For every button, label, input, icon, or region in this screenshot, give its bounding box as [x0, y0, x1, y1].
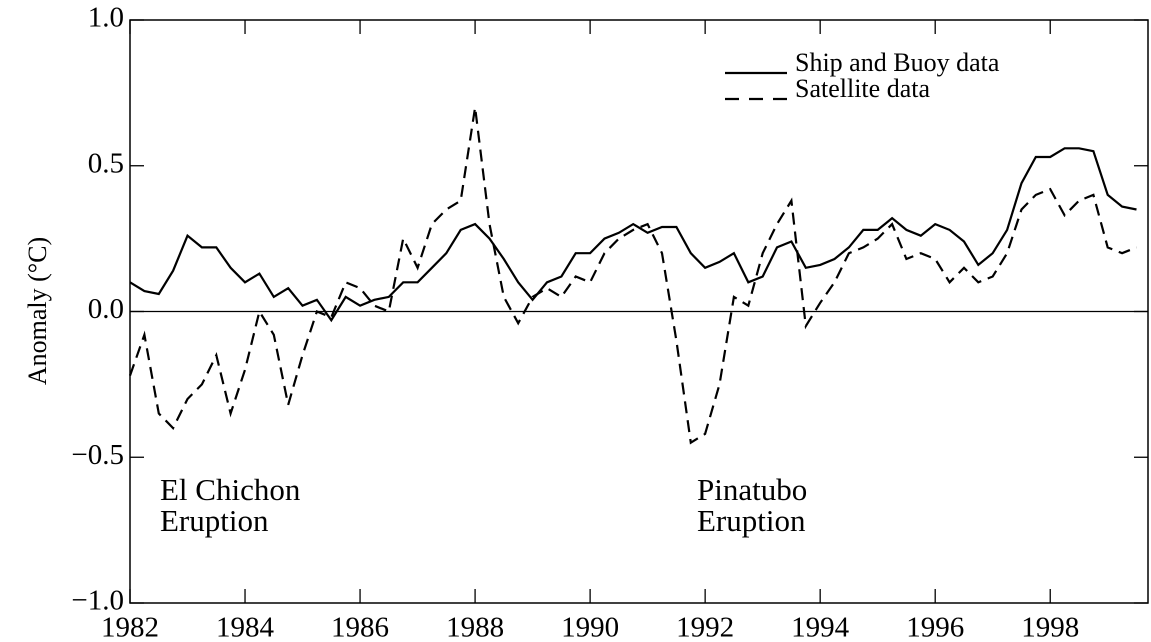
y-tick-label: 1.0: [88, 2, 124, 34]
y-tick-label: 0.0: [88, 293, 124, 325]
y-tick-label: −0.5: [71, 439, 124, 471]
annotation: El Chichon: [160, 472, 301, 507]
y-axis-label: Anomaly (°C): [23, 237, 52, 385]
legend-label: Ship and Buoy data: [795, 48, 1000, 77]
annotation: Pinatubo: [697, 472, 807, 507]
x-tick-label: 1994: [791, 612, 850, 642]
x-tick-label: 1986: [331, 612, 389, 642]
x-tick-label: 1990: [561, 612, 619, 642]
y-tick-label: −1.0: [71, 585, 124, 617]
x-tick-label: 1982: [101, 612, 159, 642]
annotation: Eruption: [160, 503, 269, 538]
annotation: Eruption: [697, 503, 806, 538]
x-tick-label: 1998: [1021, 612, 1079, 642]
y-tick-label: 0.5: [88, 147, 124, 179]
data-line: [128, 107, 1137, 445]
data-line: [129, 147, 1137, 323]
legend-label: Satellite data: [795, 74, 930, 103]
x-tick-label: 1984: [216, 612, 275, 642]
x-tick-label: 1988: [446, 612, 504, 642]
x-tick-label: 1992: [676, 612, 734, 642]
x-tick-label: 1996: [906, 612, 964, 642]
